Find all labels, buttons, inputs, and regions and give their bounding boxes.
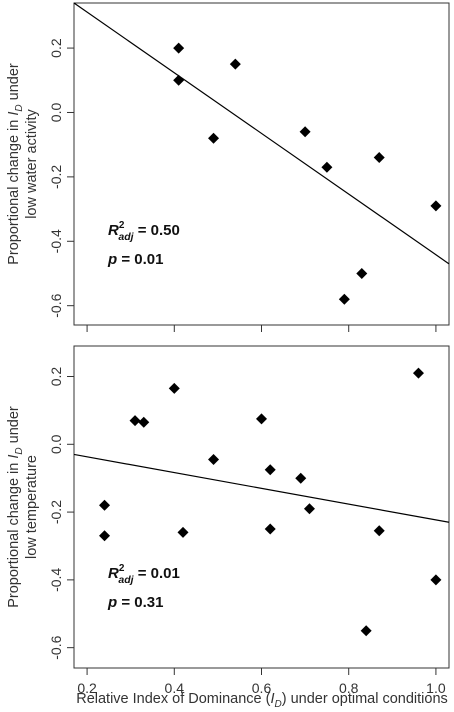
- y-axis-label-line2: low water activity: [24, 108, 40, 218]
- y-tick-label: -0.6: [48, 293, 64, 317]
- x-tick-label: 0.8: [339, 680, 359, 696]
- data-point: [264, 464, 276, 476]
- data-point: [168, 382, 180, 394]
- data-point: [99, 499, 111, 511]
- data-point: [321, 161, 333, 173]
- data-point: [373, 152, 385, 164]
- data-point: [299, 126, 311, 138]
- regression-line: [73, 453, 450, 523]
- data-point: [303, 503, 315, 515]
- data-point: [208, 132, 220, 144]
- y-tick-label: -0.2: [48, 165, 64, 189]
- data-point: [430, 200, 442, 212]
- data-point: [356, 267, 368, 279]
- plot-frame: [73, 345, 450, 669]
- x-axis-label: Relative Index of Dominance (ID) under o…: [76, 691, 448, 710]
- data-point: [173, 74, 185, 86]
- x-tick-label: 1.0: [426, 680, 446, 696]
- y-tick-label: 0.2: [48, 367, 64, 387]
- y-tick-label: -0.2: [48, 500, 64, 524]
- y-axis-label-line2: low temperature: [24, 455, 40, 559]
- y-tick-label: -0.4: [48, 229, 64, 253]
- r2-annotation: R2 adj = 0.01: [108, 563, 180, 586]
- data-point: [208, 454, 220, 466]
- data-point: [138, 416, 150, 428]
- data-point: [360, 625, 372, 637]
- p-value-annotation: p = 0.01: [107, 251, 163, 268]
- data-point: [412, 367, 424, 379]
- x-tick-label: 0.6: [252, 680, 272, 696]
- data-point: [99, 530, 111, 542]
- r2-annotation: R2 adj = 0.50: [108, 220, 180, 243]
- y-axis-label-line1: Proportional change in ID under: [6, 63, 25, 265]
- y-tick-label: 0.0: [48, 434, 64, 454]
- data-point: [264, 523, 276, 535]
- data-point: [338, 293, 350, 305]
- data-point: [430, 574, 442, 586]
- y-tick-label: 0.0: [48, 103, 64, 123]
- x-tick-label: 0.2: [77, 680, 97, 696]
- data-point: [177, 526, 189, 538]
- regression-line: [73, 2, 450, 265]
- y-tick-label: -0.4: [48, 568, 64, 592]
- data-point: [173, 42, 185, 54]
- data-point: [229, 58, 241, 70]
- data-point: [129, 415, 141, 427]
- y-tick-label: -0.6: [48, 635, 64, 659]
- y-tick-label: 0.2: [48, 38, 64, 58]
- panel-bottom: -0.6 -0.4 -0.2 0.0 0.2 0.2 0.4 0.6 0.8 1.0 R2 adj =…: [6, 345, 450, 696]
- p-value-annotation: p = 0.31: [107, 594, 163, 611]
- plot-frame: [73, 2, 450, 326]
- data-point: [256, 413, 267, 425]
- y-axis-label-line1: Proportional change in ID under: [6, 406, 25, 608]
- panel-top: -0.6 -0.4 -0.2 0.0 0.2 R2 adj = 0.50 p = 0.01 Pr…: [6, 2, 450, 332]
- data-point: [295, 472, 307, 484]
- data-point: [373, 525, 385, 537]
- x-tick-label: 0.4: [165, 680, 185, 696]
